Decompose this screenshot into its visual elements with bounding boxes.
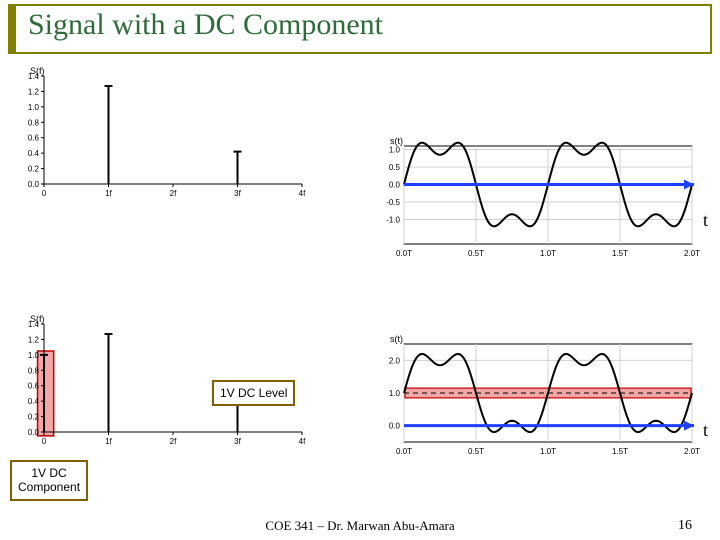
slide-title: Signal with a DC Component bbox=[28, 8, 383, 42]
svg-text:S(f): S(f) bbox=[30, 314, 45, 324]
svg-text:1.0: 1.0 bbox=[28, 103, 40, 112]
svg-text:0.0T: 0.0T bbox=[396, 447, 412, 456]
svg-text:4f: 4f bbox=[299, 437, 306, 446]
svg-text:0: 0 bbox=[42, 437, 47, 446]
svg-text:s(t): s(t) bbox=[390, 136, 403, 146]
svg-text:0.6: 0.6 bbox=[28, 134, 40, 143]
svg-text:4f: 4f bbox=[299, 189, 306, 198]
svg-text:2.0: 2.0 bbox=[389, 356, 401, 365]
spectrum-chart-top: 0.00.20.40.60.81.01.21.401f2f3f4fS(f) bbox=[10, 62, 310, 202]
svg-text:S(f): S(f) bbox=[30, 66, 45, 76]
svg-text:3f: 3f bbox=[234, 437, 241, 446]
svg-text:2.0T: 2.0T bbox=[684, 249, 700, 258]
svg-text:1.0T: 1.0T bbox=[540, 249, 556, 258]
svg-text:1.2: 1.2 bbox=[28, 335, 40, 344]
svg-text:1.0T: 1.0T bbox=[540, 447, 556, 456]
svg-text:0.8: 0.8 bbox=[28, 118, 40, 127]
svg-text:1.5T: 1.5T bbox=[612, 249, 628, 258]
time-axis-label-bottom: t bbox=[703, 420, 708, 441]
waveform-chart-top: -1.0 -0.5 0.0 0.5 1.0 0.0T 0.5T 1.0T 1.5T 2.0T s(t… bbox=[370, 132, 700, 262]
svg-text:0.4: 0.4 bbox=[28, 149, 40, 158]
svg-text:1f: 1f bbox=[105, 437, 112, 446]
svg-text:s(t): s(t) bbox=[390, 334, 403, 344]
svg-text:0: 0 bbox=[42, 189, 47, 198]
waveform-chart-bottom: 0.0 1.0 2.0 0.0T 0.5T 1.0T 1.5T 2.0T s(t) bbox=[370, 330, 700, 460]
time-axis-label-top: t bbox=[703, 210, 708, 231]
svg-text:0.5T: 0.5T bbox=[468, 447, 484, 456]
svg-text:1.0: 1.0 bbox=[389, 389, 401, 398]
slide-footer: COE 341 – Dr. Marwan Abu-Amara bbox=[0, 518, 720, 534]
svg-text:0.0T: 0.0T bbox=[396, 249, 412, 258]
dc-level-label: 1V DC Level bbox=[220, 386, 287, 400]
dc-component-callout: 1V DC Component bbox=[10, 460, 88, 501]
svg-text:0.0: 0.0 bbox=[389, 181, 401, 190]
page-number: 16 bbox=[678, 518, 692, 534]
dc-component-label-line1: 1V DC bbox=[31, 466, 66, 480]
svg-text:0.6: 0.6 bbox=[28, 382, 40, 391]
dc-level-callout: 1V DC Level bbox=[212, 380, 295, 406]
svg-text:2.0T: 2.0T bbox=[684, 447, 700, 456]
svg-text:0.8: 0.8 bbox=[28, 366, 40, 375]
svg-text:1f: 1f bbox=[105, 189, 112, 198]
svg-text:-1.0: -1.0 bbox=[386, 216, 400, 225]
svg-text:0.5T: 0.5T bbox=[468, 249, 484, 258]
svg-text:0.4: 0.4 bbox=[28, 397, 40, 406]
svg-text:3f: 3f bbox=[234, 189, 241, 198]
svg-text:1.0: 1.0 bbox=[28, 351, 40, 360]
svg-text:0.5: 0.5 bbox=[389, 163, 401, 172]
svg-text:2f: 2f bbox=[170, 437, 177, 446]
svg-text:-0.5: -0.5 bbox=[386, 198, 400, 207]
svg-text:1.5T: 1.5T bbox=[612, 447, 628, 456]
svg-text:1.2: 1.2 bbox=[28, 87, 40, 96]
svg-text:0.0: 0.0 bbox=[28, 180, 40, 189]
svg-text:0.2: 0.2 bbox=[28, 165, 40, 174]
dc-component-label-line2: Component bbox=[18, 480, 80, 494]
svg-text:1.0: 1.0 bbox=[389, 146, 401, 155]
svg-text:2f: 2f bbox=[170, 189, 177, 198]
svg-text:0.0: 0.0 bbox=[389, 422, 401, 431]
svg-text:0.2: 0.2 bbox=[28, 413, 40, 422]
svg-text:0.0: 0.0 bbox=[28, 428, 40, 437]
